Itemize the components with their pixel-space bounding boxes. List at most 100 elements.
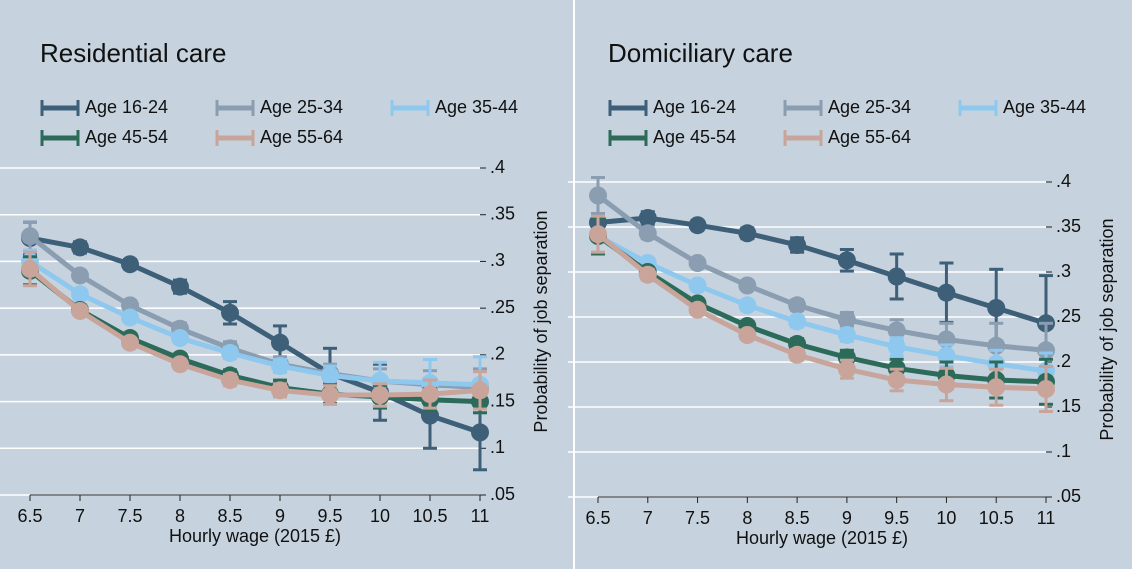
marker bbox=[738, 326, 757, 344]
marker bbox=[688, 216, 707, 235]
x-tick-label: 10 bbox=[370, 506, 390, 526]
y-tick-label: .3 bbox=[1056, 261, 1071, 281]
y-tick-label: .1 bbox=[490, 437, 505, 457]
y-tick-label: .4 bbox=[490, 157, 505, 177]
marker bbox=[271, 381, 289, 400]
series-line bbox=[596, 193, 1047, 353]
x-tick-label: 8.5 bbox=[217, 506, 242, 526]
x-tick-label: 9 bbox=[842, 508, 852, 528]
marker bbox=[421, 385, 439, 404]
marker bbox=[121, 333, 139, 352]
marker bbox=[121, 308, 139, 327]
marker bbox=[71, 285, 89, 304]
marker bbox=[887, 267, 906, 286]
marker bbox=[371, 386, 389, 405]
legend-label: Age 25-34 bbox=[260, 97, 343, 117]
marker bbox=[221, 343, 239, 362]
x-tick-label: 10.5 bbox=[979, 508, 1014, 528]
marker bbox=[837, 251, 856, 270]
y-tick-label: .05 bbox=[490, 484, 515, 504]
marker bbox=[321, 366, 339, 385]
marker bbox=[788, 312, 807, 331]
series-line bbox=[596, 233, 1047, 374]
marker bbox=[589, 225, 607, 244]
x-axis-label: Hourly wage (2015 £) bbox=[169, 526, 341, 546]
marker bbox=[471, 423, 489, 442]
x-tick-label: 8 bbox=[742, 508, 752, 528]
y-axis-label: Probability of job separation bbox=[531, 210, 551, 432]
x-tick-label: 9.5 bbox=[884, 508, 909, 528]
marker bbox=[638, 224, 657, 243]
marker bbox=[887, 321, 906, 340]
marker bbox=[1037, 380, 1055, 398]
marker bbox=[221, 371, 239, 390]
marker bbox=[788, 296, 807, 315]
marker bbox=[788, 345, 807, 364]
y-tick-label: .05 bbox=[1056, 486, 1081, 506]
y-tick-label: .2 bbox=[1056, 351, 1071, 371]
marker bbox=[937, 283, 956, 302]
x-tick-label: 11 bbox=[1037, 508, 1056, 528]
series bbox=[589, 214, 1055, 413]
legend-label: Age 55-64 bbox=[828, 127, 911, 147]
x-tick-label: 7 bbox=[75, 506, 85, 526]
marker bbox=[837, 360, 856, 379]
series-line bbox=[596, 233, 1047, 385]
marker bbox=[471, 381, 489, 400]
marker bbox=[271, 357, 289, 376]
marker bbox=[321, 386, 339, 405]
x-tick-label: 8 bbox=[175, 506, 185, 526]
x-tick-label: 6.5 bbox=[585, 508, 610, 528]
y-tick-label: .15 bbox=[1056, 396, 1081, 416]
marker bbox=[738, 276, 757, 295]
marker bbox=[121, 255, 139, 274]
x-tick-label: 8.5 bbox=[785, 508, 810, 528]
series bbox=[21, 220, 489, 472]
marker bbox=[71, 238, 89, 257]
series-line bbox=[28, 234, 481, 391]
marker bbox=[21, 259, 39, 278]
x-tick-label: 11 bbox=[471, 506, 490, 526]
marker bbox=[837, 326, 856, 344]
series bbox=[589, 209, 1055, 373]
legend-label: Age 16-24 bbox=[653, 97, 736, 117]
series-line bbox=[29, 235, 481, 435]
marker bbox=[987, 378, 1006, 397]
marker bbox=[738, 296, 757, 315]
series bbox=[21, 248, 489, 415]
panel-title: Residential care bbox=[40, 38, 226, 68]
panel-title: Domiciliary care bbox=[608, 38, 793, 68]
x-tick-label: 9 bbox=[275, 506, 285, 526]
series bbox=[589, 176, 1055, 379]
marker bbox=[638, 209, 657, 227]
marker bbox=[837, 310, 856, 329]
marker bbox=[271, 333, 289, 352]
legend-label: Age 45-54 bbox=[653, 127, 736, 147]
y-tick-label: .2 bbox=[490, 344, 505, 364]
y-tick-label: .25 bbox=[1056, 306, 1081, 326]
series bbox=[21, 250, 489, 411]
y-tick-label: .35 bbox=[490, 203, 515, 223]
marker bbox=[171, 277, 189, 296]
marker bbox=[987, 299, 1006, 317]
legend-label: Age 35-44 bbox=[1003, 97, 1086, 117]
legend-label: Age 45-54 bbox=[85, 127, 168, 147]
marker bbox=[71, 266, 89, 285]
marker bbox=[171, 355, 189, 374]
y-tick-label: .3 bbox=[490, 250, 505, 270]
y-tick-label: .15 bbox=[490, 390, 515, 410]
y-tick-label: .1 bbox=[1056, 441, 1071, 461]
legend-label: Age 35-44 bbox=[435, 97, 518, 117]
x-tick-label: 6.5 bbox=[17, 506, 42, 526]
series-line bbox=[28, 266, 481, 398]
y-tick-label: .35 bbox=[1056, 216, 1081, 236]
series-line bbox=[597, 215, 1047, 326]
marker bbox=[887, 371, 906, 389]
x-axis-label: Hourly wage (2015 £) bbox=[736, 528, 908, 548]
marker bbox=[71, 301, 89, 320]
marker bbox=[788, 236, 807, 254]
y-tick-label: .4 bbox=[1056, 171, 1071, 191]
marker bbox=[738, 224, 757, 243]
legend-label: Age 25-34 bbox=[828, 97, 911, 117]
